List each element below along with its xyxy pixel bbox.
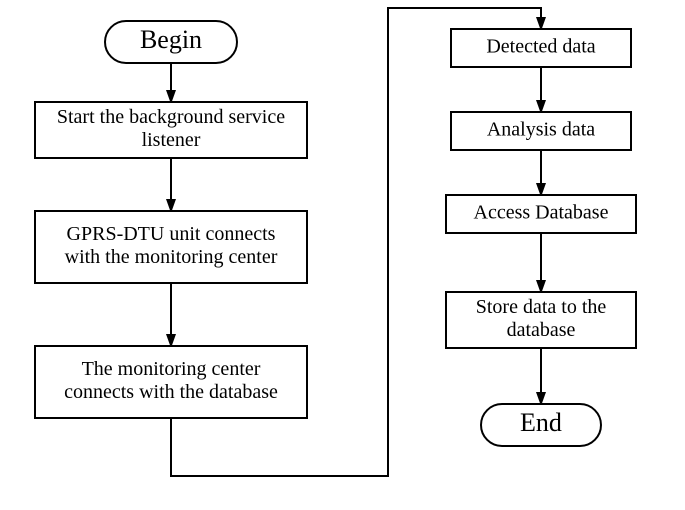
node-label-n1-line0: Start the background service <box>57 106 285 128</box>
node-n7: Store data to thedatabase <box>446 292 636 348</box>
flowchart-canvas: Begin Start the background servicelistene… <box>0 0 685 510</box>
nodes-layer: Begin Start the background servicelistene… <box>35 21 636 446</box>
node-n3: The monitoring centerconnects with the d… <box>35 346 307 418</box>
node-n4: Detected data <box>451 29 631 67</box>
node-begin: Begin <box>105 21 237 63</box>
node-label-n2-line1: with the monitoring center <box>65 246 278 268</box>
node-label-begin: Begin <box>140 25 202 54</box>
node-label-end: End <box>520 408 562 437</box>
node-label-n6: Access Database <box>474 202 609 224</box>
node-n2: GPRS-DTU unit connectswith the monitorin… <box>35 211 307 283</box>
node-n1: Start the background servicelistener <box>35 102 307 158</box>
node-label-n4: Detected data <box>486 36 595 58</box>
node-end: End <box>481 404 601 446</box>
node-label-n3-line1: connects with the database <box>64 381 278 403</box>
node-label-n2-line0: GPRS-DTU unit connects <box>67 223 276 245</box>
node-n5: Analysis data <box>451 112 631 150</box>
node-label-n7-line0: Store data to the <box>476 296 607 318</box>
node-label-n5: Analysis data <box>487 119 595 141</box>
node-label-n3-line0: The monitoring center <box>82 358 261 380</box>
node-label-n7-line1: database <box>507 319 576 341</box>
node-label-n1-line1: listener <box>142 129 201 151</box>
node-n6: Access Database <box>446 195 636 233</box>
